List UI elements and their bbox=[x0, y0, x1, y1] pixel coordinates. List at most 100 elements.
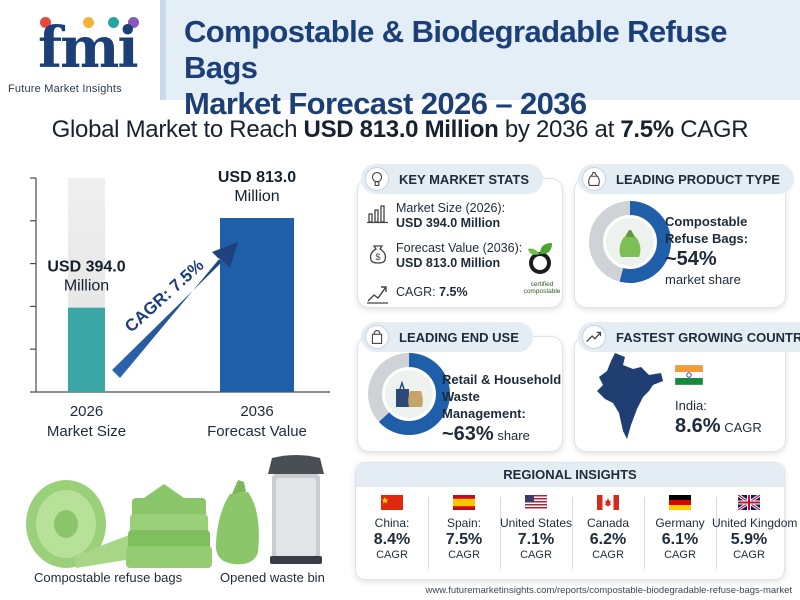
end-use-name-line-1: Retail & Household bbox=[442, 372, 562, 387]
title-line-1: Compostable & Biodegradable Refuse Bags bbox=[184, 14, 727, 85]
forecast-value: USD 813.0 Million bbox=[396, 256, 501, 270]
spain-flag-icon bbox=[453, 495, 475, 510]
source-url: www.futuremarketinsights.com/reports/com… bbox=[425, 585, 792, 596]
trend-up-icon bbox=[582, 325, 606, 349]
fastest-country-card: India: 8.6% CAGR bbox=[574, 336, 786, 452]
region-label: CAGR bbox=[520, 549, 552, 561]
headline-middle: by 2036 at bbox=[498, 116, 621, 143]
fastest-country-pill: FASTEST GROWING COUNTRY bbox=[578, 322, 800, 352]
region-name: Canada bbox=[586, 516, 630, 530]
cagr-value: 7.5% bbox=[439, 285, 468, 299]
waste-bin-illustration bbox=[215, 455, 324, 565]
bar-2036 bbox=[220, 218, 294, 392]
country-cagr-label: CAGR bbox=[720, 420, 762, 435]
data-label-unit: Million bbox=[234, 188, 279, 205]
region-name: China: bbox=[374, 516, 410, 530]
end-use-share: ~63% bbox=[442, 423, 494, 445]
china-flag-icon bbox=[381, 495, 403, 510]
region-value: 7.5% bbox=[445, 531, 483, 548]
region-label: CAGR bbox=[733, 549, 765, 561]
region-value: 6.2% bbox=[589, 531, 627, 548]
data-label-unit: Million bbox=[64, 278, 109, 295]
logo-dot-icon bbox=[128, 17, 139, 28]
badge-line-1: certified bbox=[530, 281, 554, 288]
stat-market-size: Market Size (2026): USD 394.0 Million bbox=[366, 201, 505, 231]
india-flag-icon bbox=[675, 365, 703, 385]
product-type-text: Compostable Refuse Bags: ~54% market sha… bbox=[665, 213, 748, 288]
product-share-label: market share bbox=[665, 272, 741, 287]
title-line-2: Market Forecast 2026 – 2036 bbox=[184, 86, 587, 121]
x-tick-sublabel: Market Size bbox=[47, 423, 126, 440]
logo-dot-icon bbox=[40, 17, 51, 28]
stat-cagr: CAGR: 7.5% bbox=[366, 281, 468, 305]
region-germany: Germany 6.1% CAGR bbox=[644, 495, 716, 562]
fmi-logo: fmi Future Market Insights bbox=[0, 0, 160, 100]
x-tick-sublabel: Forecast Value bbox=[207, 423, 307, 440]
data-label: USD 813.0 bbox=[218, 169, 296, 186]
market-size-bar-chart: USD 394.0 Million USD 813.0 Million 2026 Mar… bbox=[30, 169, 330, 440]
market-size-label: Market Size (2026): bbox=[396, 201, 506, 215]
product-type-title: LEADING PRODUCT TYPE bbox=[616, 171, 780, 187]
logo-dot-icon bbox=[83, 17, 94, 28]
regional-insights-panel: REGIONAL INSIGHTS China: 8.4% CAGR Spain… bbox=[355, 462, 798, 580]
x-tick-label: 2026 bbox=[70, 403, 103, 420]
money-bag-icon: $ bbox=[369, 245, 387, 264]
title-band: Compostable & Biodegradable Refuse Bags … bbox=[160, 0, 800, 121]
region-value: 5.9% bbox=[730, 531, 768, 548]
region-label: CAGR bbox=[592, 549, 624, 561]
country-cagr: 8.6% bbox=[675, 415, 721, 437]
end-use-share-donut bbox=[368, 353, 450, 435]
end-use-name-line-2: Waste Management: bbox=[442, 389, 526, 421]
logo-dot-icon bbox=[108, 17, 119, 28]
bags-caption: Compostable refuse bags bbox=[34, 570, 183, 585]
product-name-line-2: Refuse Bags: bbox=[665, 231, 749, 246]
region-label: CAGR bbox=[376, 549, 408, 561]
country-name: India: bbox=[675, 398, 707, 413]
shopping-bag-icon bbox=[365, 325, 389, 349]
key-stats-card: Market Size (2026): USD 394.0 Million $ F… bbox=[357, 178, 563, 308]
product-share: ~54% bbox=[665, 248, 717, 270]
region-divider bbox=[572, 497, 573, 569]
region-united-states: United States 7.1% CAGR bbox=[500, 495, 572, 562]
bag-icon bbox=[582, 167, 606, 191]
svg-text:$: $ bbox=[375, 252, 380, 262]
bar-2026 bbox=[68, 307, 105, 392]
region-canada: Canada 6.2% CAGR bbox=[572, 495, 644, 562]
region-divider bbox=[644, 497, 645, 569]
region-value: 6.1% bbox=[661, 531, 699, 548]
region-divider bbox=[500, 497, 501, 569]
end-use-text: Retail & Household Waste Management: ~63… bbox=[442, 371, 562, 446]
germany-flag-icon bbox=[669, 495, 691, 510]
india-map-icon bbox=[597, 353, 663, 439]
logo-tagline: Future Market Insights bbox=[8, 83, 122, 95]
headline: Global Market to Reach USD 813.0 Million… bbox=[0, 116, 800, 144]
end-use-card: Retail & Household Waste Management: ~63… bbox=[357, 336, 563, 452]
region-label: CAGR bbox=[664, 549, 696, 561]
end-use-pill: LEADING END USE bbox=[361, 322, 533, 352]
region-label: CAGR bbox=[448, 549, 480, 561]
cagr-label: CAGR: bbox=[396, 285, 440, 299]
region-spain: Spain: 7.5% CAGR bbox=[428, 495, 500, 562]
region-value: 8.4% bbox=[373, 531, 411, 548]
region-china: China: 8.4% CAGR bbox=[356, 495, 428, 562]
key-stats-title: KEY MARKET STATS bbox=[399, 171, 530, 187]
region-name: United Kingdom bbox=[712, 516, 798, 530]
headline-prefix: Global Market to Reach bbox=[51, 116, 304, 143]
lightbulb-icon bbox=[365, 167, 389, 191]
product-name-line-1: Compostable bbox=[665, 214, 748, 229]
region-united-kingdom: United Kingdom 5.9% CAGR bbox=[712, 495, 798, 562]
badge-line-2: compostable bbox=[523, 288, 561, 295]
stat-forecast: $ Forecast Value (2036): USD 813.0 Millio… bbox=[366, 241, 522, 271]
region-name: Germany bbox=[655, 516, 705, 530]
certified-compostable-icon bbox=[528, 243, 552, 274]
regional-title: REGIONAL INSIGHTS bbox=[356, 463, 784, 487]
product-share-donut bbox=[589, 201, 671, 283]
uk-flag-icon bbox=[738, 495, 760, 510]
growth-chart-icon bbox=[367, 286, 388, 304]
x-tick-label: 2036 bbox=[240, 403, 273, 420]
end-use-title: LEADING END USE bbox=[399, 329, 519, 345]
compostable-bags-illustration bbox=[26, 480, 212, 568]
logo-mark: fmi bbox=[38, 15, 139, 81]
bin-caption: Opened waste bin bbox=[220, 570, 325, 585]
fastest-country-title: FASTEST GROWING COUNTRY bbox=[616, 329, 800, 345]
